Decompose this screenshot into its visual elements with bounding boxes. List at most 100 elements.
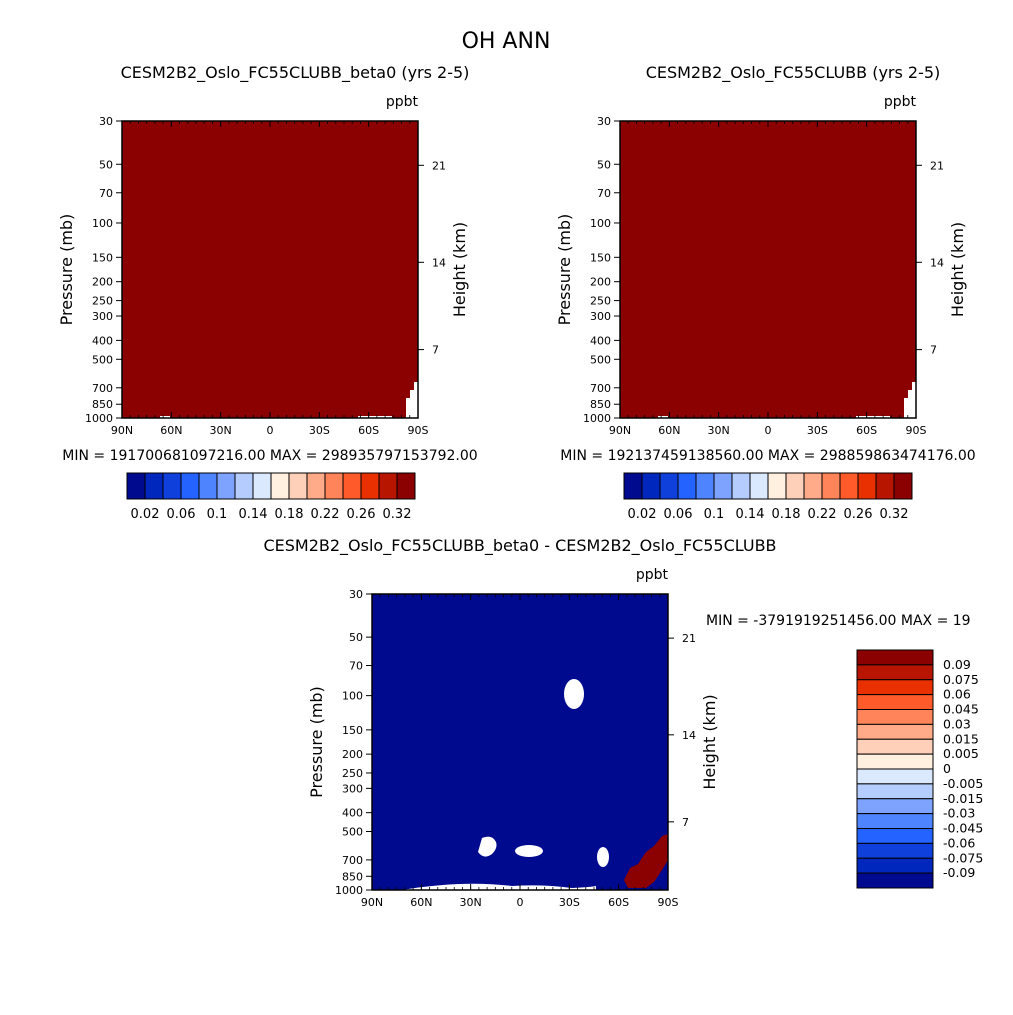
y-tick-label: 850: [342, 870, 363, 883]
units-label: ppbt: [636, 567, 669, 583]
y-tick-label: 850: [92, 398, 113, 411]
y-tick-label: 250: [342, 767, 363, 780]
y-right-axis-label: Height (km): [700, 694, 719, 789]
y-tick-label: 300: [342, 782, 363, 795]
x-tick-label: 30N: [460, 896, 482, 909]
positive-region: [624, 834, 668, 888]
colorbar-box: [803, 472, 823, 500]
field-fill: [620, 121, 916, 418]
panel-3-extras: MIN = -3791919251456.00 MAX = 19 0.090.07…: [706, 613, 983, 889]
colorbar-box: [856, 798, 934, 815]
colorbar-label: -0.005: [943, 776, 983, 791]
y-tick-label: 150: [342, 724, 363, 737]
colorbar-label: 0.09: [943, 657, 971, 672]
colorbar-label: 0.14: [736, 507, 765, 522]
y-tick-label: 400: [342, 807, 363, 820]
y-right-axis-label: Height (km): [948, 222, 967, 317]
x-tick-label: 60N: [658, 424, 680, 437]
x-tick-label: 0: [765, 424, 772, 437]
y-tick-label: 400: [590, 334, 611, 347]
topography-mask: [658, 416, 668, 418]
colorbar-label: 0: [943, 761, 951, 776]
y-tick-label: 1000: [85, 412, 113, 425]
y-tick-label: 250: [590, 295, 611, 308]
units-label: ppbt: [386, 94, 419, 110]
panel-title: CESM2B2_Oslo_FC55CLUBB_beta0 - CESM2B2_O…: [263, 536, 776, 556]
colorbar-label: 0.18: [275, 507, 304, 522]
y-tick-label: 250: [92, 295, 113, 308]
x-tick-label: 0: [517, 896, 524, 909]
units-label: ppbt: [884, 94, 917, 110]
colorbar-label: 0.26: [844, 507, 873, 522]
x-tick-label: 90S: [408, 424, 429, 437]
x-tick-label: 90S: [658, 896, 679, 909]
x-tick-label: 60S: [856, 424, 877, 437]
colorbar-box: [856, 872, 934, 889]
panel-1-extras: MIN = 191700681097216.00 MAX = 298935797…: [62, 448, 477, 522]
y-tick-label: 200: [92, 276, 113, 289]
y-tick-label: 30: [99, 115, 113, 128]
y-right-axis-label: Height (km): [450, 222, 469, 317]
colorbar-box: [856, 709, 934, 725]
colorbar-box: [839, 472, 859, 500]
topography-mask: [160, 416, 170, 418]
colorbar-box: [378, 472, 398, 500]
colorbar-box: [856, 828, 934, 844]
y-tick-label: 1000: [335, 884, 363, 897]
colorbar-box: [126, 472, 146, 500]
colorbar-label: -0.075: [943, 850, 983, 865]
colorbar-box: [198, 472, 218, 500]
y-tick-label: 50: [597, 158, 611, 171]
colorbar-label: 0.03: [943, 716, 971, 731]
colorbar-box: [856, 783, 934, 800]
colorbar-box: [749, 472, 769, 500]
colorbar-label: 0.14: [239, 507, 268, 522]
x-tick-label: 60S: [358, 424, 379, 437]
colorbar-box: [856, 738, 934, 755]
y-tick-label: 500: [342, 825, 363, 838]
colorbar-label: 0.015: [943, 731, 979, 746]
colorbar-box: [875, 472, 895, 500]
y-tick-label: 70: [349, 660, 363, 673]
colorbar-box: [342, 472, 362, 500]
colorbar-box: [234, 472, 254, 500]
colorbar-label: -0.06: [943, 835, 975, 850]
panels: CESM2B2_Oslo_FC55CLUBB_beta0 (yrs 2-5) pp…: [57, 63, 983, 909]
min-max-label: MIN = 192137459138560.00 MAX = 298859863…: [560, 448, 975, 464]
y-right-tick-label: 21: [930, 159, 944, 172]
y-tick-label: 700: [342, 854, 363, 867]
colorbar-box: [857, 472, 877, 500]
colorbar-box: [856, 694, 934, 710]
y-tick-label: 500: [590, 353, 611, 366]
colorbar-box: [856, 649, 934, 666]
white-region: [515, 845, 543, 857]
y-right-tick-label: 7: [682, 816, 689, 829]
colorbar-box: [659, 472, 679, 500]
min-max-label: MIN = 191700681097216.00 MAX = 298935797…: [62, 448, 477, 464]
x-tick-label: 60N: [160, 424, 182, 437]
panel-title: CESM2B2_Oslo_FC55CLUBB_beta0 (yrs 2-5): [121, 63, 470, 83]
y-tick-label: 50: [349, 631, 363, 644]
topography-mask: [406, 382, 418, 418]
colorbar-label: 0.02: [628, 507, 657, 522]
colorbar-box: [856, 813, 934, 829]
y-tick-label: 150: [590, 251, 611, 264]
colorbar-box: [180, 472, 200, 500]
x-tick-label: 60N: [410, 896, 432, 909]
colorbar-label: 0.06: [943, 687, 971, 702]
panel-2-extras: MIN = 192137459138560.00 MAX = 298859863…: [560, 448, 975, 522]
field-fill: [372, 594, 668, 890]
x-tick-label: 90N: [609, 424, 631, 437]
y-tick-label: 300: [590, 310, 611, 323]
colorbar-box: [821, 472, 841, 500]
colorbar-box: [695, 472, 715, 500]
colorbar-label: 0.06: [664, 507, 693, 522]
colorbar-box: [144, 472, 164, 500]
colorbar-box: [767, 472, 787, 500]
x-tick-label: 90S: [906, 424, 927, 437]
colorbar-label: 0.32: [880, 507, 909, 522]
colorbar-label: 0.32: [383, 507, 412, 522]
x-tick-label: 30N: [210, 424, 232, 437]
y-tick-label: 400: [92, 334, 113, 347]
colorbar-box: [856, 842, 934, 859]
